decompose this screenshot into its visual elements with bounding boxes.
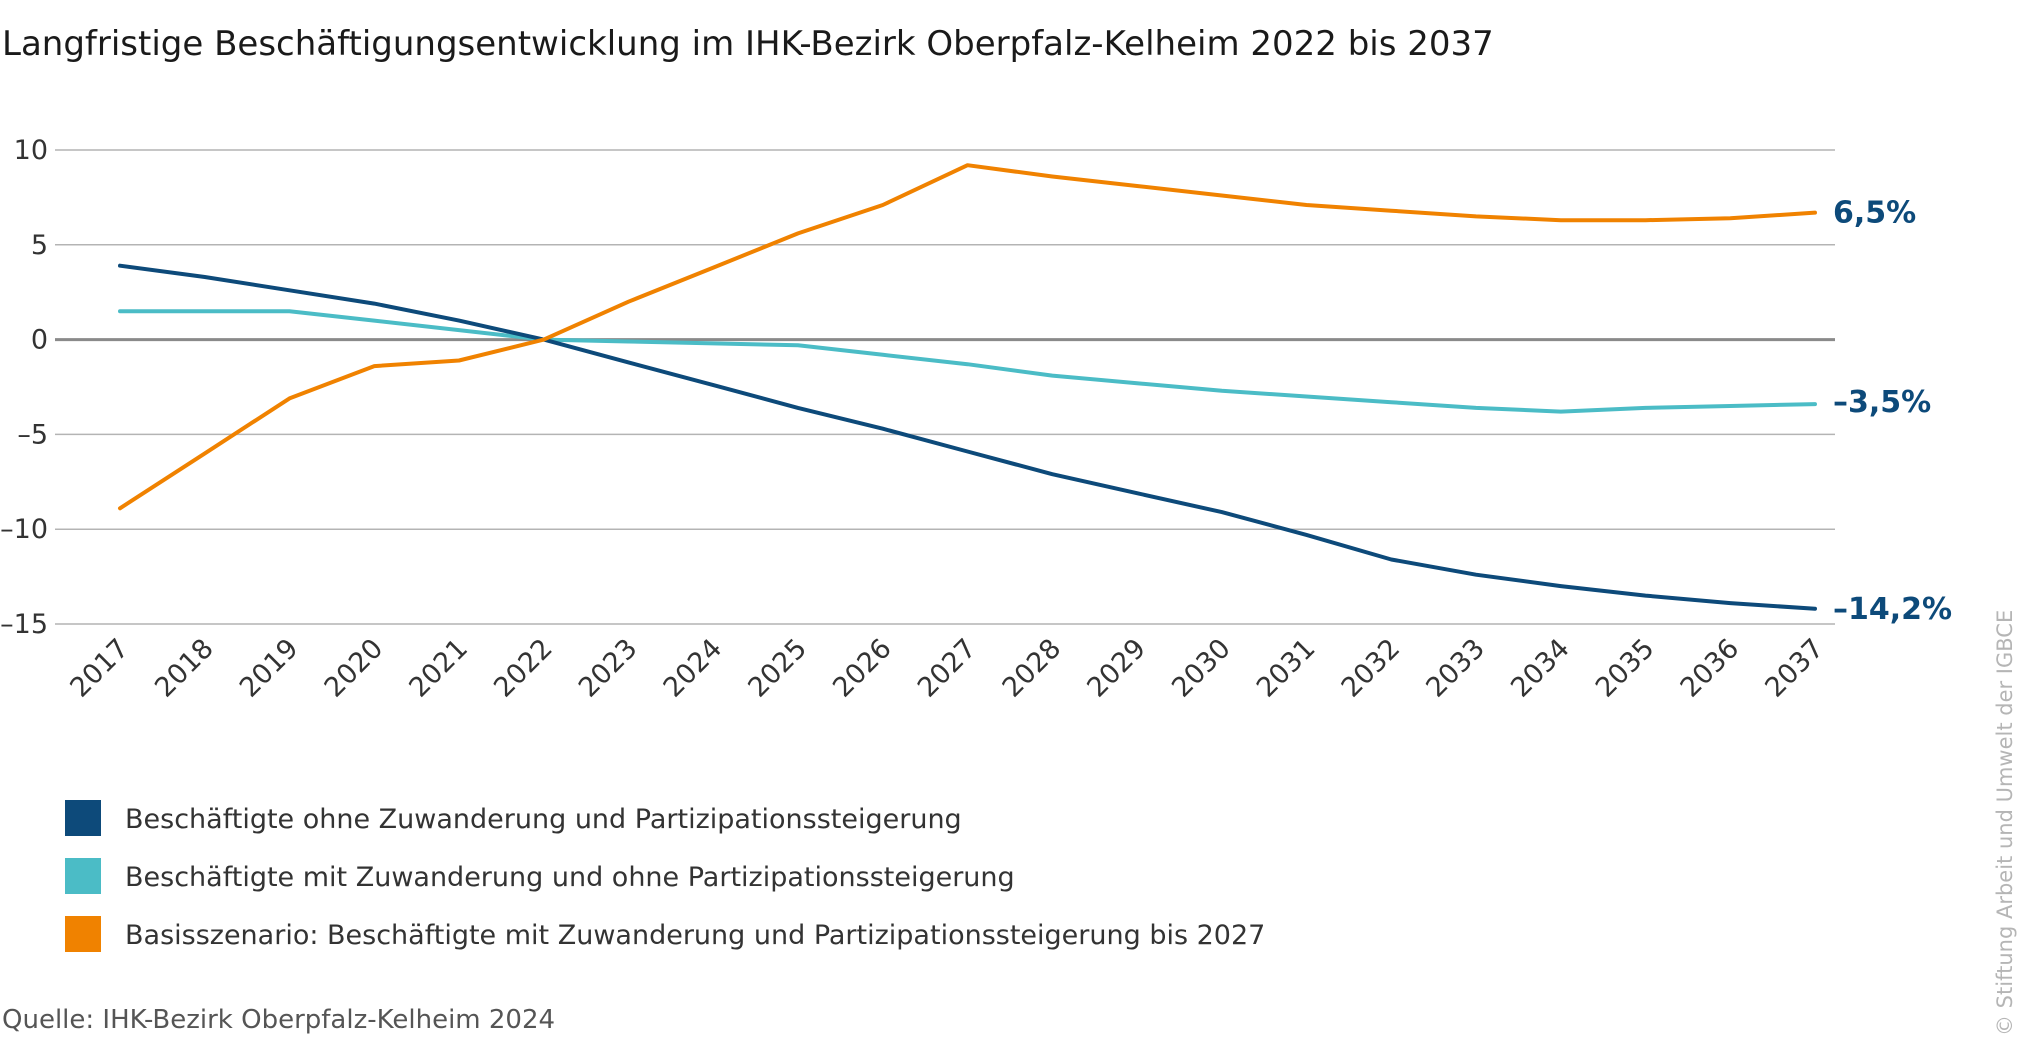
x-tick-label: 2017 bbox=[64, 633, 135, 704]
x-tick-label: 2018 bbox=[149, 633, 220, 704]
legend-label: Basisszenario: Beschäftigte mit Zuwander… bbox=[125, 920, 1265, 951]
x-tick-label: 2024 bbox=[658, 633, 729, 704]
chart-title: Langfristige Beschäftigungsentwicklung i… bbox=[2, 24, 1494, 64]
legend: Beschäftigte ohne Zuwanderung und Partiz… bbox=[65, 800, 1265, 952]
x-tick-label: 2031 bbox=[1251, 633, 1322, 704]
series-line-teal bbox=[118, 309, 1817, 414]
x-tick-label: 2028 bbox=[997, 633, 1068, 704]
x-tick-label: 2022 bbox=[488, 633, 559, 704]
x-tick-label: 2034 bbox=[1505, 633, 1576, 704]
x-tick-label: 2033 bbox=[1420, 633, 1491, 704]
source-note: Quelle: IHK-Bezirk Oberpfalz-Kelheim 202… bbox=[2, 1005, 555, 1035]
end-label-orange: 6,5% bbox=[1833, 196, 1916, 231]
series-lines bbox=[118, 163, 1817, 611]
series-line-orange bbox=[118, 163, 1817, 511]
x-tick-label: 2020 bbox=[319, 633, 390, 704]
credit-note: © Stiftung Arbeit und Umwelt der IGBCE bbox=[1993, 610, 2017, 1036]
y-axis-tick-labels: 10 5 0 –5 –10 –15 bbox=[0, 135, 48, 640]
x-axis-tick-labels: 2017 2018 2019 2020 2021 2022 2023 2024 2025 2026… bbox=[64, 633, 1830, 704]
x-tick-label: 2019 bbox=[234, 633, 305, 704]
x-tick-label: 2025 bbox=[742, 633, 813, 704]
legend-label: Beschäftigte mit Zuwanderung und ohne Pa… bbox=[125, 862, 1015, 893]
y-tick-label: –10 bbox=[0, 514, 48, 545]
y-tick-label: –5 bbox=[17, 419, 48, 450]
x-tick-label: 2030 bbox=[1166, 633, 1237, 704]
x-tick-label: 2023 bbox=[573, 633, 644, 704]
legend-swatch-teal bbox=[65, 858, 101, 894]
grid-lines bbox=[55, 149, 1835, 625]
y-tick-label: 0 bbox=[31, 325, 48, 356]
y-tick-label: 10 bbox=[14, 135, 48, 166]
legend-label: Beschäftigte ohne Zuwanderung und Partiz… bbox=[125, 804, 962, 835]
x-tick-label: 2037 bbox=[1759, 633, 1830, 704]
x-tick-label: 2029 bbox=[1081, 633, 1152, 704]
series-line-dark-blue bbox=[118, 263, 1817, 611]
x-tick-label: 2027 bbox=[912, 633, 983, 704]
y-tick-label: –15 bbox=[0, 609, 48, 640]
legend-swatch-dark-blue bbox=[65, 800, 101, 836]
x-tick-label: 2036 bbox=[1675, 633, 1746, 704]
end-value-labels: –14,2% –3,5% 6,5% bbox=[1833, 196, 1952, 627]
x-tick-label: 2021 bbox=[403, 633, 474, 704]
end-label-dark-blue: –14,2% bbox=[1833, 592, 1952, 627]
legend-swatch-orange bbox=[65, 916, 101, 952]
x-tick-label: 2032 bbox=[1336, 633, 1407, 704]
x-tick-label: 2035 bbox=[1590, 633, 1661, 704]
y-tick-label: 5 bbox=[31, 230, 48, 261]
end-label-teal: –3,5% bbox=[1833, 385, 1931, 420]
x-tick-label: 2026 bbox=[827, 633, 898, 704]
